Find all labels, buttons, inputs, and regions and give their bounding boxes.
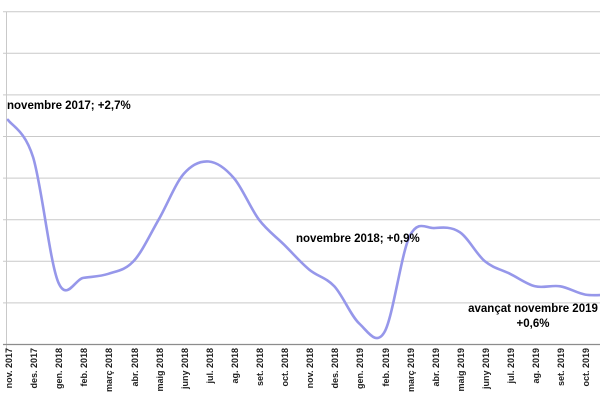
x-axis-label: oct. 2018: [280, 348, 291, 387]
x-axis-label: jul. 2018: [204, 348, 215, 384]
annotation-nov-2019-value: +0,6%: [516, 318, 550, 330]
x-axis-label: set. 2018: [255, 348, 265, 387]
x-axis-label: gen. 2018: [54, 348, 65, 390]
trend-line: [6, 118, 600, 340]
x-axis-label: ag. 2018: [229, 348, 240, 384]
x-axis-label: oct. 2019: [581, 348, 592, 387]
x-axis-label: maig 2019: [455, 348, 466, 392]
x-axis-label: març 2019: [405, 348, 416, 393]
x-axis-label: juny 2018: [179, 348, 190, 390]
annotation-nov-2019-label: avançat novembre 2019: [468, 303, 598, 315]
x-axis-label: gen. 2019: [355, 348, 366, 390]
x-axis-label: des. 2018: [330, 348, 341, 389]
x-axis-label: abr. 2019: [430, 348, 441, 387]
x-axis-label: jul. 2019: [506, 348, 516, 384]
x-axis-label: des. 2017: [29, 348, 40, 389]
gridlines: [3, 11, 600, 304]
annotation-nov-2019: avançat novembre 2019 +0,6%: [467, 302, 599, 332]
x-axis-label: nov. 2018: [305, 348, 316, 389]
x-axis-label: feb. 2018: [79, 348, 90, 387]
annotation-nov-2018: novembre 2018; +0,9%: [296, 233, 420, 245]
x-axis-label: juny 2019: [480, 348, 491, 390]
x-axis-label: març 2018: [104, 348, 115, 393]
x-axis-label: abr. 2018: [129, 348, 140, 387]
x-axis-label: feb. 2019: [380, 348, 391, 387]
x-axis-label: set. 2019: [556, 348, 567, 387]
x-axis-label: maig 2018: [154, 348, 165, 392]
x-axis-label: ag. 2019: [531, 348, 542, 384]
x-axis-label: nov. 2017: [4, 348, 14, 389]
annotation-nov-2017: novembre 2017; +2,7%: [7, 100, 131, 112]
